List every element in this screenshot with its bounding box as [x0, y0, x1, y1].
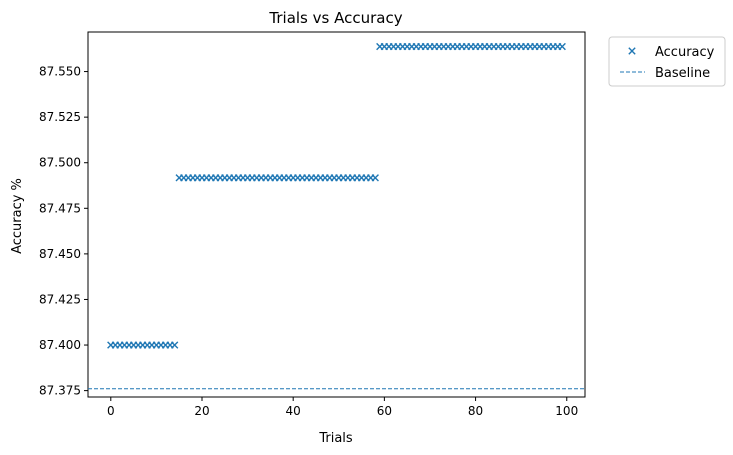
- x-tick-label: 60: [377, 404, 392, 418]
- y-axis-label: Accuracy %: [10, 178, 25, 254]
- y-tick-label: 87.400: [39, 338, 81, 352]
- x-axis: 0 20 40 60 80 100: [107, 397, 578, 418]
- legend: Accuracy Baseline: [608, 36, 726, 87]
- accuracy-point: [371, 174, 379, 182]
- x-tick-label: 20: [194, 404, 209, 418]
- legend-label-baseline: Baseline: [655, 66, 710, 81]
- plot-frame: [87, 31, 586, 398]
- legend-frame: [608, 36, 726, 87]
- x-tick-label: 40: [286, 404, 301, 418]
- y-tick-label: 87.550: [39, 65, 81, 79]
- legend-marker-accuracy: [628, 47, 636, 55]
- accuracy-point: [558, 42, 566, 51]
- x-tick-label: 0: [107, 404, 115, 418]
- chart-title: Trials vs Accuracy: [268, 9, 402, 27]
- y-tick-label: 87.375: [39, 384, 81, 398]
- y-tick-label: 87.425: [39, 292, 81, 306]
- y-tick-label: 87.475: [39, 201, 81, 215]
- plot-area: [87, 31, 586, 398]
- legend-label-accuracy: Accuracy: [655, 45, 715, 60]
- legend-marker-x: [628, 47, 636, 55]
- x-tick-label: 80: [468, 404, 483, 418]
- x-axis-label: Trials: [318, 431, 353, 446]
- x-tick-label: 100: [555, 404, 578, 418]
- y-tick-label: 87.450: [39, 247, 81, 261]
- y-tick-label: 87.525: [39, 110, 81, 124]
- y-axis: 87.375 87.400 87.425 87.450 87.475 87.500 87.5…: [39, 65, 88, 398]
- accuracy-point: [170, 341, 179, 349]
- y-tick-label: 87.500: [39, 156, 81, 170]
